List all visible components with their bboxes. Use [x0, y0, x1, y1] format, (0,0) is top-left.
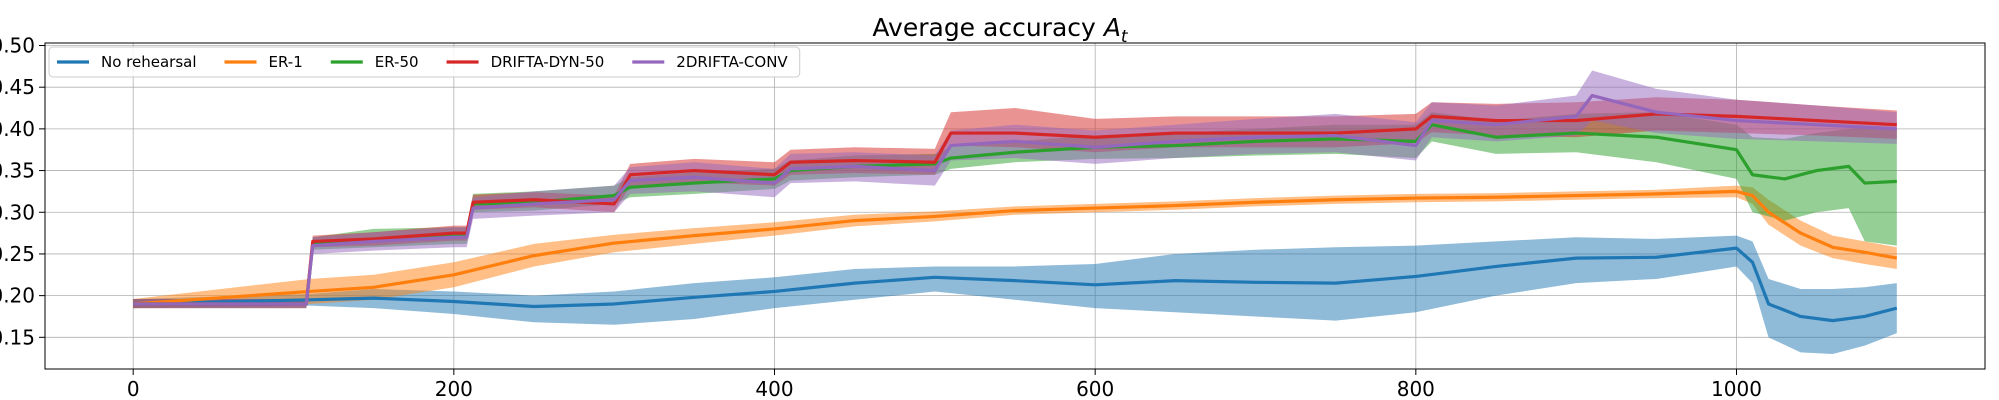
line-2drifta-conv	[133, 93, 1897, 306]
chart-title: Average accuracy At	[872, 13, 1129, 47]
x-tick-label-1000: 1000	[1711, 377, 1762, 400]
grid	[45, 43, 1985, 369]
series-lines	[133, 93, 1898, 323]
legend: No rehearsal ER-1 ER-50 DRIFTA-DYN-50 2DRIFT…	[48, 46, 801, 78]
legend-item-drifta-dyn-50: DRIFTA-DYN-50	[446, 53, 605, 71]
x-tick-label-400: 400	[755, 377, 793, 400]
x-tick-label-0: 0	[127, 377, 140, 400]
chart-title-subscript: t	[1121, 27, 1129, 47]
y-tick-label-0-40: 0.40	[0, 117, 35, 141]
y-tick-label-0-20: 0.20	[0, 284, 35, 308]
legend-label-drifta-dyn-50: DRIFTA-DYN-50	[491, 53, 605, 71]
legend-box	[48, 46, 801, 78]
legend-item-er-1: ER-1	[224, 53, 303, 71]
line-er-1	[133, 189, 1898, 306]
y-tick-label-0-45: 0.45	[0, 75, 35, 99]
chart-title-text: Average accuracy	[872, 13, 1096, 42]
legend-item-no-rehearsal: No rehearsal	[57, 53, 197, 71]
chart-title-variable: A	[1102, 13, 1121, 42]
x-axis-ticks: 0 200 400 600 800 1000	[127, 369, 1762, 400]
y-tick-label-0-15: 0.15	[0, 325, 35, 349]
legend-label-2drifta-conv: 2DRIFTA-CONV	[676, 53, 788, 71]
y-tick-label-0-30: 0.30	[0, 200, 35, 224]
legend-label-no-rehearsal: No rehearsal	[101, 53, 197, 71]
y-tick-label-0-25: 0.25	[0, 242, 35, 266]
x-tick-label-600: 600	[1076, 377, 1114, 400]
line-no-rehearsal	[133, 246, 1898, 323]
legend-item-2drifta-conv: 2DRIFTA-CONV	[632, 53, 788, 71]
y-tick-label-0-35: 0.35	[0, 159, 35, 183]
legend-item-er-50: ER-50	[330, 53, 419, 71]
legend-label-er-1: ER-1	[269, 53, 303, 71]
y-axis-ticks: 0.15 0.20 0.25 0.30 0.35 0.40 0.45 0.50	[0, 34, 45, 349]
band-no-rehearsal	[133, 235, 1897, 354]
x-tick-label-200: 200	[435, 377, 473, 400]
legend-label-er-50: ER-50	[375, 53, 419, 71]
x-tick-label-800: 800	[1397, 377, 1435, 400]
y-tick-label-0-50: 0.50	[0, 34, 35, 58]
plot-frame	[44, 42, 1986, 370]
